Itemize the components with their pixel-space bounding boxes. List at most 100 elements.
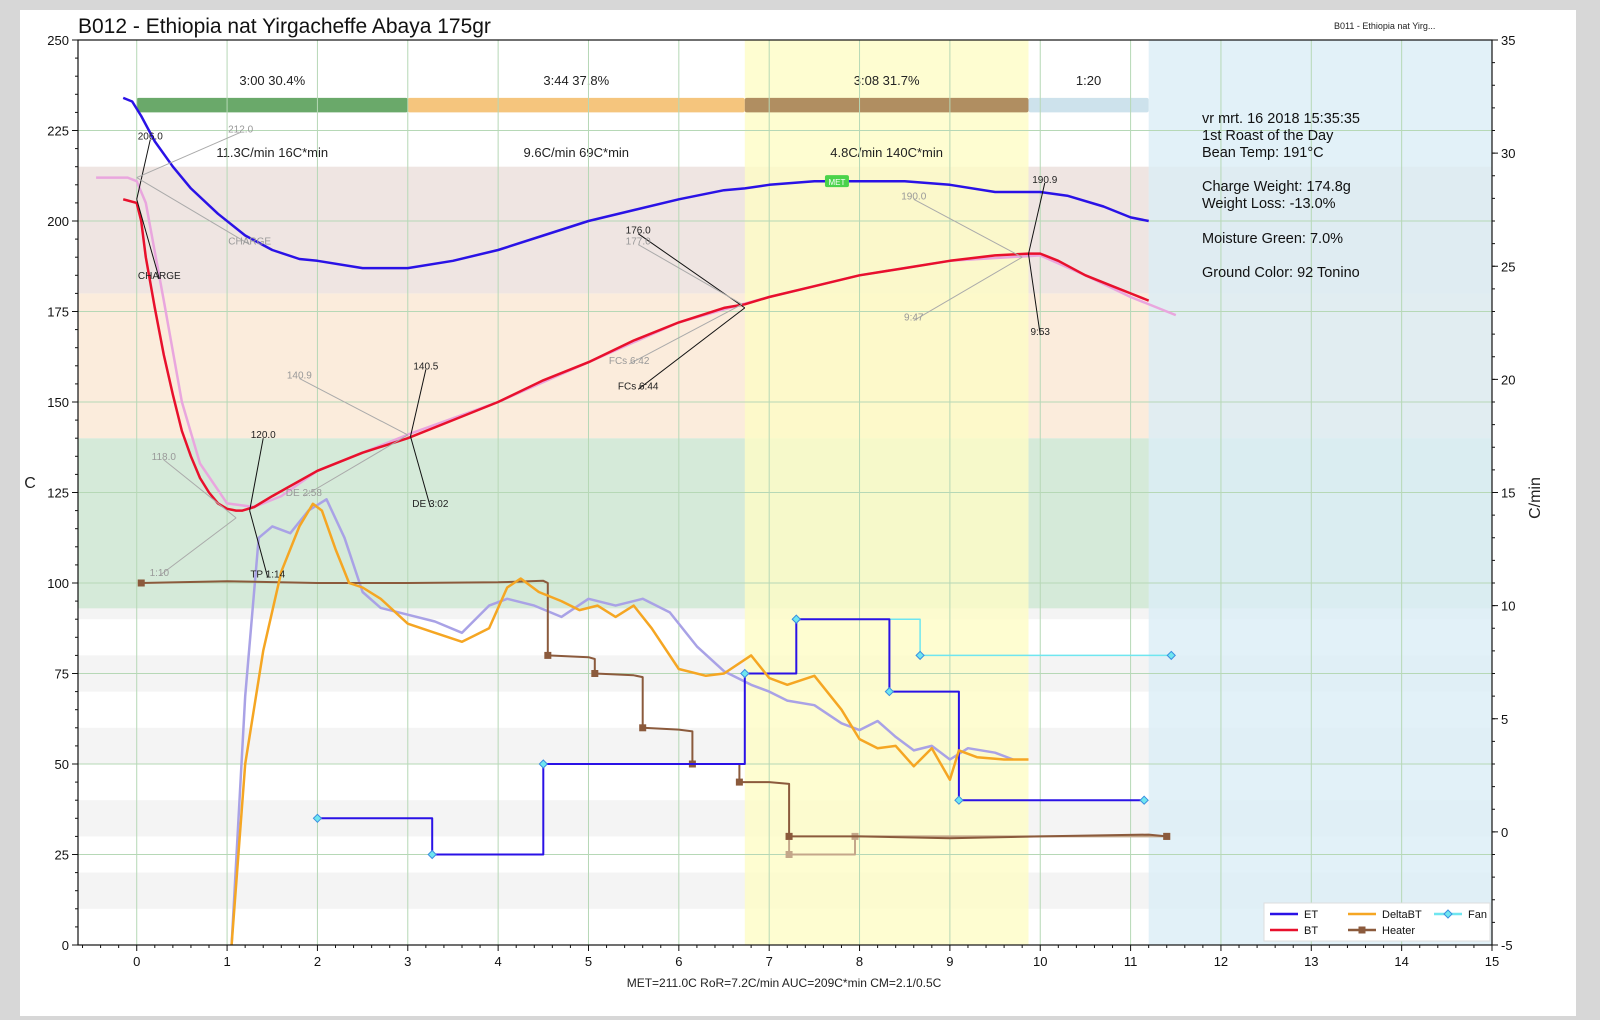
- x-tick-label: 3: [404, 954, 411, 969]
- y2-tick-label: 10: [1501, 599, 1515, 614]
- legend-marker: [1358, 926, 1366, 934]
- annotation-label: 9:47: [904, 313, 924, 324]
- x-tick-label: 0: [133, 954, 140, 969]
- met-marker-label: MET: [829, 178, 846, 187]
- annotation-leader: [913, 256, 1023, 321]
- chart-title: B012 - Ethiopia nat Yirgacheffe Abaya 17…: [78, 15, 491, 38]
- y2-tick-label: -5: [1501, 938, 1513, 953]
- heater-marker: [1163, 832, 1171, 840]
- annotation-label: 9:53: [1031, 327, 1051, 338]
- annotation-leader: [159, 517, 237, 577]
- annotation-leader: [637, 307, 746, 390]
- chart-frame: 3:00 30.4% 11.3C/min 16C*min 3:44 37.8% 9.6…: [20, 10, 1576, 1016]
- roast-chart: 3:00 30.4% 11.3C/min 16C*min 3:44 37.8% 9.6…: [24, 15, 1544, 990]
- x-tick-label: 9: [946, 954, 953, 969]
- annotation-leader: [136, 199, 160, 280]
- phase-label: 3:08 31.7%: [854, 73, 920, 88]
- info-line: Moisture Green: 7.0%: [1202, 231, 1343, 247]
- x-tick-label: 5: [585, 954, 592, 969]
- fan-marker: [538, 759, 549, 769]
- annotation-label: 212.0: [228, 124, 253, 135]
- y-tick-label: 50: [55, 757, 69, 772]
- y-axis-right-label: C/min: [1527, 477, 1544, 519]
- y2-tick-label: 35: [1501, 33, 1515, 48]
- x-tick-label: 11: [1124, 954, 1138, 969]
- fan-marker: [791, 614, 802, 624]
- annotation-leader: [249, 510, 269, 578]
- y-tick-label: 100: [47, 576, 69, 591]
- annotation-leader: [249, 438, 264, 511]
- annotation-label: 118.0: [152, 452, 177, 463]
- x-tick-label: 12: [1214, 954, 1228, 969]
- x-tick-label: 6: [675, 954, 682, 969]
- annotation-label: 176.0: [626, 226, 651, 237]
- y2-tick-label: 0: [1501, 825, 1508, 840]
- annotation-leader: [1028, 253, 1041, 336]
- annotation-label: 206.0: [138, 132, 163, 143]
- info-line: 1st Roast of the Day: [1202, 128, 1334, 144]
- phase-bar-segment: [1028, 97, 1149, 113]
- y2-tick-label: 20: [1501, 372, 1515, 387]
- x-tick-label: 2: [314, 954, 321, 969]
- x-tick-label: 1: [223, 954, 230, 969]
- y-tick-label: 25: [55, 848, 69, 863]
- legend-marker: [1443, 909, 1453, 919]
- annotation-label: 177.0: [626, 237, 651, 248]
- annotation-label: DE 2:58: [286, 488, 323, 499]
- series-deltaet: [230, 498, 1014, 946]
- info-line: Charge Weight: 174.8g: [1202, 179, 1351, 195]
- annotation-label: 140.9: [287, 370, 312, 381]
- y2-tick-label: 15: [1501, 486, 1515, 501]
- phase-bar-segment: [136, 97, 408, 113]
- annotation-label: 140.5: [413, 361, 438, 372]
- annotation-label: TP 1:14: [250, 570, 285, 581]
- series-bt: [122, 198, 1150, 512]
- series-et: [122, 96, 1149, 270]
- series-deltabt: [230, 502, 1029, 946]
- phase-ror-label: 9.6C/min 69C*min: [524, 145, 630, 160]
- footer-stats: MET=211.0C RoR=7.2C/min AUC=209C*min CM=…: [627, 976, 942, 990]
- info-line: Bean Temp: 191°C: [1202, 145, 1324, 161]
- annotation-leader: [628, 303, 743, 365]
- annotation-label: 120.0: [251, 430, 276, 441]
- fan-marker: [1166, 650, 1176, 661]
- y-tick-label: 125: [47, 486, 69, 501]
- x-tick-label: 4: [495, 954, 502, 969]
- legend-label: ET: [1304, 909, 1318, 921]
- heater-marker: [544, 651, 552, 659]
- x-tick-label: 7: [766, 954, 773, 969]
- x-tick-label: 10: [1033, 954, 1047, 969]
- annotation-leader: [163, 459, 237, 519]
- annotation-leader: [136, 131, 241, 179]
- phase-label: 3:44 37.8%: [543, 73, 609, 88]
- legend-label: DeltaBT: [1382, 909, 1422, 921]
- series-fan: [317, 618, 1145, 856]
- legend-box: [1263, 902, 1491, 942]
- fan-marker: [427, 849, 437, 860]
- heater-marker: [137, 579, 145, 587]
- annotation-label: FCs 6:44: [618, 381, 659, 392]
- phase-label: 1:20: [1076, 73, 1101, 88]
- annotation-leader: [410, 436, 431, 508]
- annotation-label: 190.0: [901, 191, 926, 202]
- y-axis-left-label: C: [24, 475, 36, 492]
- fan-marker: [740, 668, 750, 679]
- x-tick-label: 15: [1485, 954, 1499, 969]
- y-tick-label: 175: [47, 305, 69, 320]
- heater-marker: [639, 724, 647, 732]
- legend-label: Fan: [1468, 909, 1487, 921]
- info-line: Weight Loss: -13.0%: [1202, 196, 1336, 212]
- info-line: Ground Color: 92 Tonino: [1202, 265, 1360, 281]
- background-profile-label: B011 - Ethiopia nat Yirg...: [1334, 21, 1435, 31]
- heater-marker: [785, 851, 793, 858]
- annotation-leader: [136, 177, 250, 245]
- annotation-leader: [299, 378, 409, 436]
- phase-ror-label: 11.3C/min 16C*min: [216, 145, 328, 160]
- fan-marker: [954, 795, 964, 805]
- fan-marker: [312, 813, 323, 824]
- y-tick-label: 225: [47, 124, 69, 139]
- legend: ET BT DeltaBT Heater Fan: [1263, 902, 1491, 942]
- annotation-label: 190.9: [1032, 175, 1057, 186]
- annotation-label: 1:10: [150, 568, 170, 579]
